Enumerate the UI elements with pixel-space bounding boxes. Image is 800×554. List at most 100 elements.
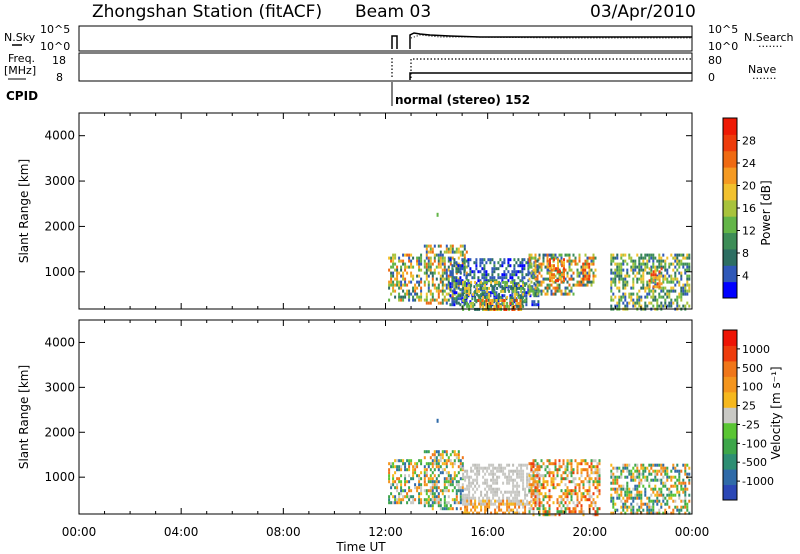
power-echo-cell (509, 294, 512, 298)
velocity-echo-cell (624, 505, 627, 509)
velocity-echo-cell (447, 456, 450, 460)
velocity-echo-cell (620, 484, 623, 488)
power-echo-cell (550, 283, 553, 287)
velocity-echo-cell (596, 471, 599, 475)
velocity-echo-cell (520, 475, 523, 479)
power-echo-cell (431, 274, 434, 278)
velocity-echo-cell (431, 489, 434, 493)
power-echo-cell (632, 286, 635, 290)
velocity-echo-cell (484, 466, 487, 470)
power-echo-cell (451, 297, 454, 301)
velocity-echo-cell (578, 489, 581, 493)
power-echo-cell (513, 267, 516, 271)
power-echo-cell (546, 292, 549, 296)
power-echo-cell (642, 256, 645, 260)
velocity-echo-cell (654, 469, 657, 473)
power-echo-cell (556, 283, 559, 287)
velocity-echo-cell (632, 505, 635, 509)
power-echo-cell (507, 264, 510, 268)
power-echo-cell (478, 289, 481, 293)
velocity-echo-cell (400, 483, 403, 487)
power-echo-cell (586, 262, 589, 266)
power-echo-cell (495, 297, 498, 301)
power-echo-cell (447, 259, 450, 263)
power-echo-cell (588, 265, 591, 269)
power-echo-cell (568, 289, 571, 293)
velocity-echo-cell (656, 496, 659, 500)
velocity-echo-cell (642, 463, 645, 467)
velocity-echo-cell (548, 474, 551, 478)
power-echo-cell (453, 283, 456, 287)
velocity-echo-cell (396, 501, 399, 505)
velocity-echo-cell (660, 463, 663, 467)
power-echo-cell (425, 250, 428, 254)
power-echo-cell (514, 298, 517, 302)
power-echo-cell (429, 262, 432, 266)
power-echo-cell (491, 258, 494, 262)
velocity-echo-cell (388, 501, 391, 505)
power-echo-cell (451, 300, 454, 304)
power-echo-cell (666, 292, 669, 296)
velocity-echo-cell (524, 487, 527, 491)
power-echo-cell (396, 271, 399, 275)
power-echo-cell (509, 276, 512, 280)
velocity-echo-cell (678, 481, 681, 485)
power-echo-cell (630, 298, 633, 302)
velocity-echo-cell (572, 489, 575, 493)
velocity-echo-cell (566, 468, 569, 472)
velocity-echo-cell (562, 492, 565, 496)
power-echo-cell (433, 256, 436, 260)
velocity-echo-cell (406, 492, 409, 496)
velocity-echo-cell (684, 499, 687, 503)
velocity-echo-cell (670, 475, 673, 479)
power-echo-cell (680, 271, 683, 275)
velocity-echo-cell (496, 469, 499, 473)
power-echo-cell (634, 301, 637, 305)
velocity-echo-cell (468, 496, 471, 500)
velocity-echo-cell (630, 475, 633, 479)
velocity-echo-cell (678, 493, 681, 497)
velocity-echo-cell (482, 475, 485, 479)
power-echo-cell (499, 276, 502, 280)
power-echo-cell (640, 295, 643, 299)
power-echo-cell (678, 262, 681, 266)
velocity-echo-cell (664, 508, 667, 512)
velocity-echo-cell (598, 471, 601, 475)
power-echo-cell (670, 277, 673, 281)
velocity-echo-cell (544, 513, 547, 517)
power-echo-cell (493, 267, 496, 271)
power-echo-cell (443, 289, 446, 293)
velocity-echo-cell (560, 474, 563, 478)
velocity-echo-cell (449, 477, 452, 481)
power-echo-cell (506, 280, 509, 284)
velocity-echo-cell (628, 472, 631, 476)
velocity-echo-cell (684, 472, 687, 476)
power-echo-cell (553, 267, 555, 271)
power-echo-cell (463, 247, 466, 251)
freq-unit: [MHz] (4, 64, 36, 77)
velocity-echo-cell (580, 468, 583, 472)
power-echo-cell (451, 279, 454, 283)
velocity-echo-cell (666, 472, 669, 476)
power-echo-cell (390, 283, 393, 287)
velocity-echo-cell (570, 468, 573, 472)
power-echo-cell (610, 283, 613, 287)
power-echo-cell (464, 286, 467, 290)
power-echo-cell (445, 271, 448, 275)
power-echo-cell (533, 300, 536, 304)
velocity-echo-cell (556, 510, 559, 514)
power-echo-cell (513, 270, 516, 274)
power-echo-cell (654, 298, 657, 302)
velocity-echo-cell (451, 507, 454, 511)
velocity-echo-cell (614, 490, 617, 494)
velocity-echo-cell (518, 511, 521, 515)
velocity-echo-cell (474, 463, 477, 467)
power-echo-cell (482, 295, 485, 299)
power-echo-cell (660, 295, 663, 299)
power-echo-cell (658, 292, 661, 296)
time-axis: 00:00 04:00 08:00 12:00 16:00 20:00 00:00 (62, 525, 710, 539)
velocity-echo-cell (678, 475, 681, 479)
velocity-echo-cell (564, 465, 567, 469)
power-echo-cell (466, 304, 469, 308)
power-echo-cell (540, 289, 543, 293)
